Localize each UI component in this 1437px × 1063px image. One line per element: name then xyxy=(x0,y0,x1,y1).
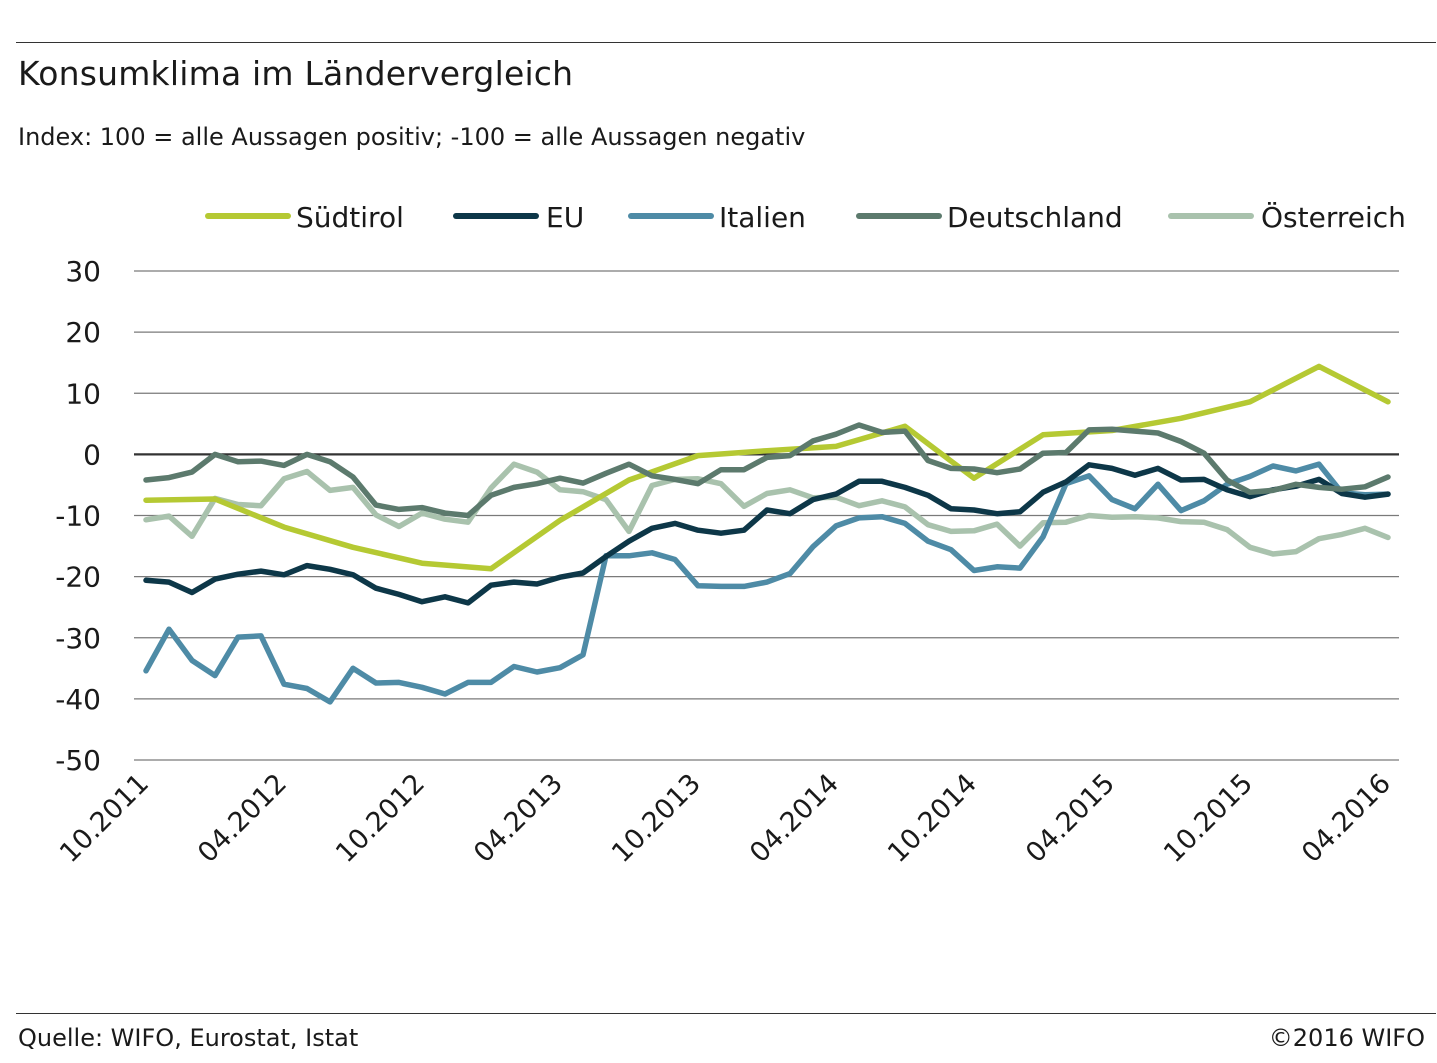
x-tick-label: 10.2011 xyxy=(54,768,155,869)
y-tick-label: -50 xyxy=(55,744,101,777)
y-tick-label: -30 xyxy=(55,622,101,655)
x-tick-label: 10.2014 xyxy=(882,768,983,869)
x-tick-label: 10.2015 xyxy=(1158,768,1259,869)
chart-subtitle: Index: 100 = alle Aussagen positiv; -100… xyxy=(18,123,806,151)
legend-label: EU xyxy=(546,201,584,234)
series-line-südtirol xyxy=(143,363,1391,572)
x-tick-label: 04.2012 xyxy=(192,768,293,869)
y-tick-label: 30 xyxy=(65,255,101,288)
y-tick-label: 0 xyxy=(83,438,101,471)
bottom-rule xyxy=(16,1013,1436,1014)
y-tick-label: -10 xyxy=(55,500,101,533)
top-rule xyxy=(16,42,1436,43)
source-note: Quelle: WIFO, Eurostat, Istat xyxy=(18,1024,359,1052)
legend-label: Österreich xyxy=(1261,200,1406,234)
legend-label: Deutschland xyxy=(947,201,1123,234)
series-line-eu xyxy=(143,462,1391,606)
series-line-deutschland xyxy=(143,422,1391,519)
legend-label: Südtirol xyxy=(296,201,404,234)
y-tick-label: 20 xyxy=(65,316,101,349)
series-line-österreich xyxy=(143,461,1391,557)
x-tick-label: 10.2012 xyxy=(330,768,431,869)
x-tick-label: 04.2013 xyxy=(468,768,569,869)
series-lines xyxy=(143,363,1391,705)
x-axis-ticks: 10.2011 04.2012 10.2012 04.2013 10.2013 04.20… xyxy=(54,768,1397,869)
y-tick-label: -20 xyxy=(55,561,101,594)
y-axis-ticks: 30 20 10 0 -10 -20 -30 -40 -50 xyxy=(55,255,101,777)
x-tick-label: 04.2016 xyxy=(1296,768,1397,869)
chart-title: Konsumklima im Ländervergleich xyxy=(18,54,574,93)
gridlines xyxy=(134,270,1399,761)
copyright-note: ©2016 WIFO xyxy=(1268,1024,1425,1052)
legend-label: Italien xyxy=(719,201,806,234)
y-tick-label: 10 xyxy=(65,377,101,410)
y-tick-label: -40 xyxy=(55,683,101,716)
x-tick-label: 04.2014 xyxy=(744,768,845,869)
x-tick-label: 10.2013 xyxy=(606,768,707,869)
x-tick-label: 04.2015 xyxy=(1020,768,1121,869)
legend: Südtirol EU Italien Deutschland Österreich xyxy=(205,200,1406,234)
series-line-italien xyxy=(143,461,1391,705)
